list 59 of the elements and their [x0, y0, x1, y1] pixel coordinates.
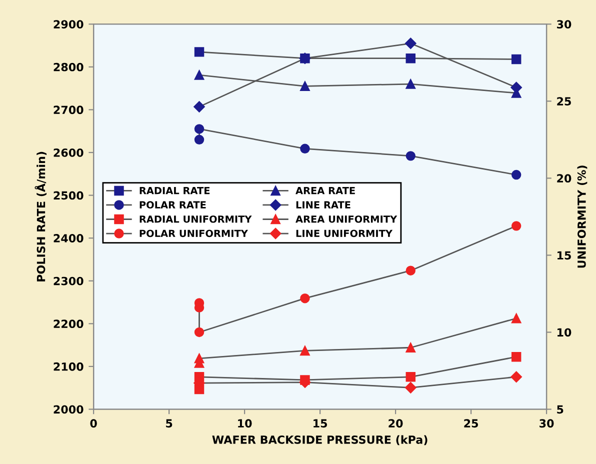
legend-label: RADIAL RATE — [140, 187, 210, 194]
x-tick-label: 25 — [464, 419, 478, 428]
point — [194, 101, 205, 112]
y-tick-label: 2700 — [54, 106, 84, 114]
y2-tick-label: 15 — [558, 251, 571, 260]
legend-label: POLAR UNIFORMITY — [140, 230, 248, 238]
y-tick-label: 2500 — [54, 191, 84, 200]
point — [300, 346, 310, 356]
point — [406, 266, 416, 276]
point — [406, 54, 416, 64]
x-tick-label: 5 — [166, 419, 172, 428]
legend-label: LINE UNIFORMITY — [296, 230, 393, 238]
x-tick-label: 0 — [90, 419, 97, 428]
y2-tick-label: 5 — [557, 405, 564, 414]
point — [511, 221, 522, 231]
y2-tick-label: 25 — [557, 97, 571, 106]
point — [511, 54, 522, 64]
x-tick-label: 30 — [540, 419, 554, 428]
y2-tick-label: 30 — [556, 20, 572, 29]
legend-label: AREA UNIFORMITY — [296, 215, 398, 223]
point — [406, 372, 416, 382]
point — [194, 124, 204, 134]
point — [511, 314, 522, 324]
point — [194, 354, 204, 364]
y-tick-label: 2300 — [54, 276, 84, 286]
x-tick-label: 10 — [238, 419, 252, 428]
point — [300, 144, 310, 154]
point — [511, 170, 522, 180]
y-tick-label: 2100 — [54, 362, 84, 371]
y2-tick-label: 20 — [557, 174, 572, 183]
point — [406, 151, 416, 161]
x-tick-label: 20 — [388, 419, 403, 428]
x-axis-title: WAFER BACKSIDE PRESSURE (kPa) — [212, 435, 428, 446]
y-axis-title: POLISH RATE (Å/min) — [34, 152, 47, 282]
legend-label: LINE RATE — [296, 201, 350, 208]
point — [511, 352, 522, 362]
legend-label: POLAR RATE — [140, 201, 206, 209]
point — [194, 70, 204, 80]
y-tick-label: 2900 — [54, 20, 84, 29]
point — [194, 47, 204, 57]
point — [406, 79, 416, 89]
y-tick-label: 2200 — [54, 320, 84, 328]
x-tick-label: 15 — [314, 419, 328, 428]
point — [406, 342, 416, 352]
y-tick-label: 2000 — [54, 405, 84, 414]
y-tick-label: 2400 — [54, 234, 84, 242]
y-tick-label: 2800 — [54, 62, 84, 72]
point — [194, 327, 204, 338]
y-tick-label: 2600 — [54, 148, 84, 157]
point — [300, 81, 310, 92]
y2-tick-label: 10 — [558, 328, 572, 337]
point — [510, 371, 522, 383]
y2-axis-title: UNIFORMITY (%) — [577, 166, 588, 268]
legend-label: RADIAL UNIFORMITY — [140, 215, 252, 223]
legend-label: AREA RATE — [296, 187, 355, 194]
point — [405, 38, 416, 49]
point — [194, 134, 204, 145]
point — [405, 382, 416, 394]
point — [300, 293, 310, 304]
